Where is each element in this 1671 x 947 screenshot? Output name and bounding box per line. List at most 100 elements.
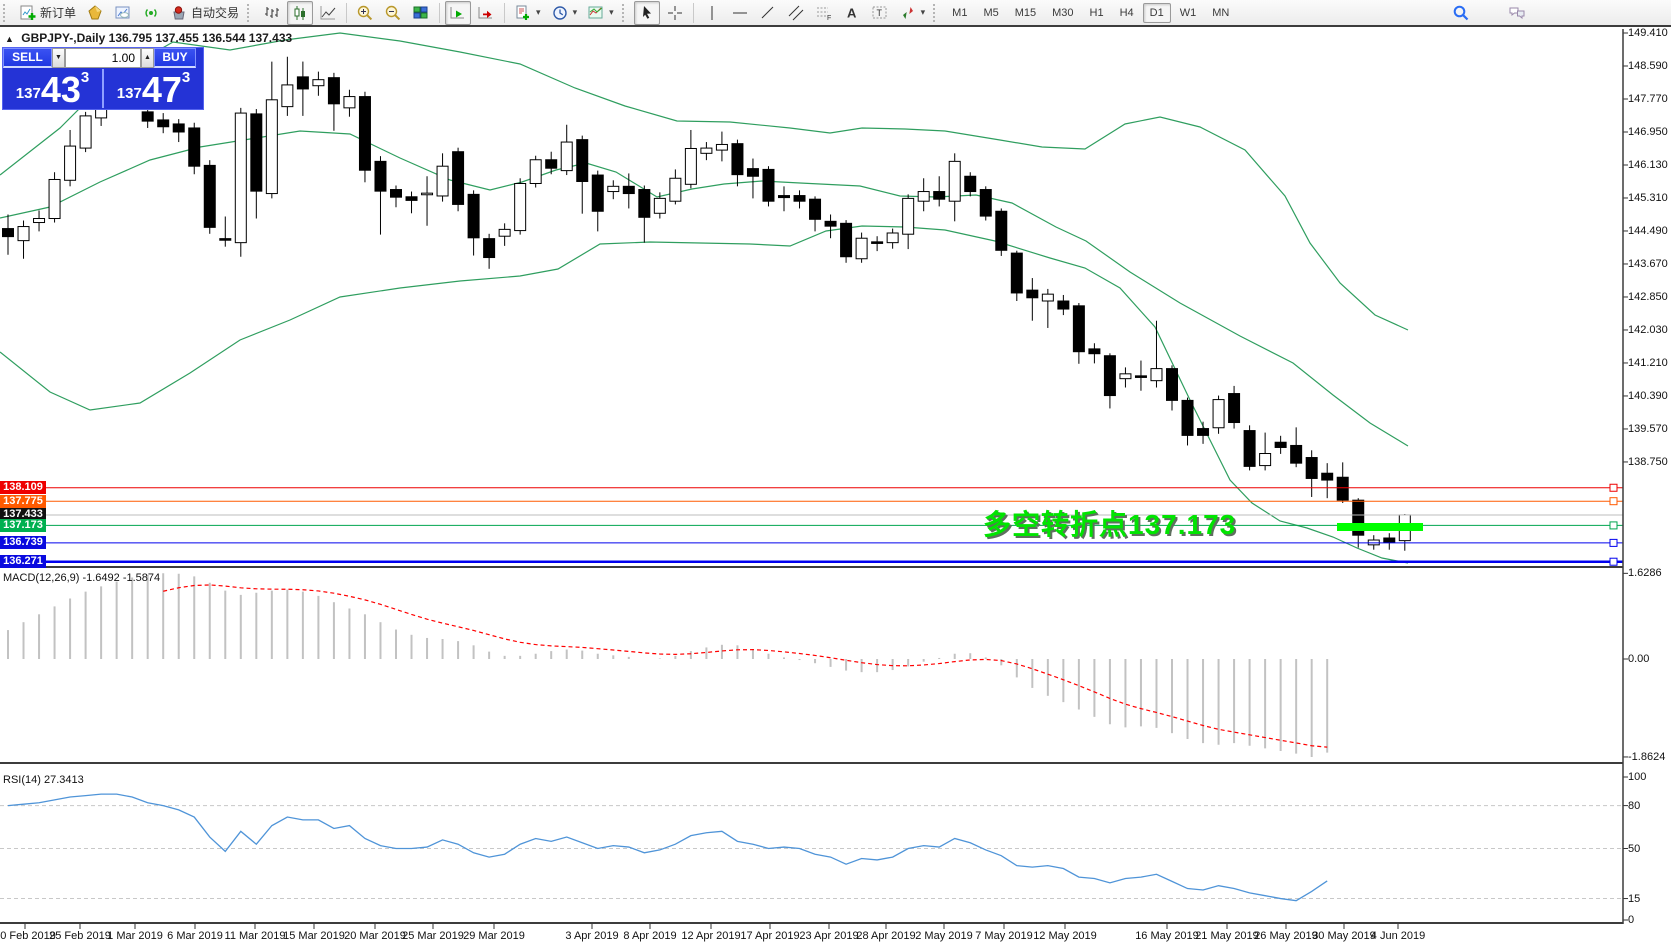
tile-windows-button[interactable] xyxy=(408,1,434,25)
timeframe-m15-button[interactable]: M15 xyxy=(1014,6,1037,19)
timeframe-h1-button[interactable]: H1 xyxy=(1089,6,1104,19)
text-tool-button[interactable]: A xyxy=(839,1,865,25)
sell-price-big: 43 xyxy=(40,69,81,110)
toolbar: 新订单 自动交易 ▾ ▾ ▾ F A T ▾ M1 M5 M15 M30 H1 H4 D1 W1 MN xyxy=(0,0,1671,27)
zoom-out-icon xyxy=(385,5,401,20)
buy-price-sup: 3 xyxy=(181,69,191,86)
fibonacci-tool-button[interactable]: F xyxy=(811,1,837,25)
buy-price-big: 47 xyxy=(141,69,182,110)
candlestick-mode-button[interactable] xyxy=(287,0,314,25)
cursor-icon xyxy=(642,5,651,19)
toolbar-button-label: 新订单 xyxy=(40,6,77,20)
timeframe-m30-button[interactable]: M30 xyxy=(1052,6,1074,19)
toolbar-gripper xyxy=(3,3,10,22)
macd-indicator-label: MACD(12,26,9) -1.6492 -1.5874 xyxy=(3,572,161,584)
chevron-down-icon: ▾ xyxy=(536,7,541,17)
line-chart-icon xyxy=(320,5,336,19)
panel-divider xyxy=(102,69,104,108)
sell-price-sup: 3 xyxy=(80,69,90,86)
channel-icon xyxy=(788,5,803,20)
zoom-out-button[interactable] xyxy=(380,1,406,25)
collapse-panel-icon[interactable]: ▲ xyxy=(5,34,14,44)
volume-decrease-button[interactable]: ▼ xyxy=(52,48,65,68)
toolbar-separator xyxy=(504,2,506,23)
timeframe-w1-button[interactable]: W1 xyxy=(1179,6,1197,19)
volume-increase-button[interactable]: ▲ xyxy=(141,48,154,68)
crosshair-tool-button[interactable] xyxy=(662,1,688,25)
market-watch-button[interactable] xyxy=(82,1,108,25)
sell-price[interactable]: 137 43 3 xyxy=(3,68,102,109)
chart-shift-icon xyxy=(478,6,493,18)
text-label-tool-button[interactable]: T xyxy=(867,1,893,25)
arrows-icon xyxy=(902,6,913,19)
trendline-tool-button[interactable] xyxy=(755,1,781,25)
annotation-text: 多空转折点137.173 xyxy=(983,509,1237,540)
sell-button[interactable]: SELL xyxy=(3,48,52,68)
tile-windows-icon xyxy=(413,6,428,18)
indicators-button[interactable]: ▾ xyxy=(510,1,545,25)
crosshair-icon xyxy=(667,5,682,20)
periods-button[interactable]: ▾ xyxy=(547,1,582,25)
periods-icon xyxy=(552,5,567,20)
chart-title: ▲ GBPJPY-,Daily 136.795 137.455 136.544 … xyxy=(5,31,292,45)
svg-text:F: F xyxy=(827,15,831,22)
search-button[interactable] xyxy=(1448,1,1474,25)
search-icon xyxy=(1453,5,1469,20)
trendline-icon xyxy=(761,6,773,18)
chevron-down-icon: ▾ xyxy=(572,7,578,17)
signal-icon xyxy=(145,8,157,17)
svg-text:T: T xyxy=(876,8,882,18)
vertical-line-tool-button[interactable] xyxy=(699,1,725,25)
chart-symbol-period: GBPJPY-,Daily xyxy=(21,31,106,45)
bar-chart-mode-button[interactable] xyxy=(259,1,285,25)
bar-chart-icon xyxy=(265,6,280,18)
chevron-down-icon: ▾ xyxy=(609,7,614,17)
auto-trading-icon xyxy=(173,5,185,19)
zoom-in-icon xyxy=(357,5,373,20)
templates-icon xyxy=(588,6,603,18)
timeframe-m5-button[interactable]: M5 xyxy=(983,6,999,19)
chart-cloud-button[interactable] xyxy=(110,1,136,25)
new-order-button[interactable]: 新订单 xyxy=(15,1,80,25)
buy-price-prefix: 137 xyxy=(116,85,142,102)
auto-trading-button[interactable]: 自动交易 xyxy=(166,1,243,25)
candlestick-icon xyxy=(294,5,306,20)
text-label-icon: T xyxy=(872,6,887,18)
timeframe-h4-button[interactable]: H4 xyxy=(1119,6,1134,19)
chart-shift-button[interactable] xyxy=(473,1,499,25)
timeframe-mn-button[interactable]: MN xyxy=(1212,6,1230,19)
templates-button[interactable]: ▾ xyxy=(583,1,618,25)
buy-button[interactable]: BUY xyxy=(154,48,196,68)
line-chart-mode-button[interactable] xyxy=(315,1,341,25)
auto-scroll-button[interactable] xyxy=(445,0,472,25)
auto-scroll-icon xyxy=(450,6,465,18)
chevron-down-icon: ▾ xyxy=(920,7,926,17)
vertical-line-icon xyxy=(711,5,713,20)
rsi-indicator-label: RSI(14) 27.3413 xyxy=(3,774,84,786)
toolbar-separator xyxy=(439,2,441,23)
horizontal-line-icon xyxy=(732,12,747,13)
equidistant-channel-tool-button[interactable] xyxy=(783,1,809,25)
toolbar-gripper xyxy=(621,3,629,22)
toolbar-separator xyxy=(692,2,694,23)
indicators-icon xyxy=(516,5,530,20)
zoom-in-button[interactable] xyxy=(352,1,378,25)
text-icon: A xyxy=(847,5,857,20)
horizontal-line-tool-button[interactable] xyxy=(727,1,753,25)
chat-button[interactable] xyxy=(1504,1,1530,25)
toolbar-gripper xyxy=(933,3,940,22)
cursor-tool-button[interactable] xyxy=(633,0,660,25)
arrows-tool-button[interactable]: ▾ xyxy=(895,1,930,25)
signals-button[interactable] xyxy=(138,1,164,25)
toolbar-gripper xyxy=(247,3,254,22)
toolbar-separator xyxy=(346,2,348,23)
volume-input[interactable] xyxy=(65,48,141,68)
chart-ohlc-values: 136.795 137.455 136.544 137.433 xyxy=(108,31,293,45)
timeframe-m1-button[interactable]: M1 xyxy=(952,6,968,19)
toolbar-button-label: 自动交易 xyxy=(191,6,240,20)
timeframe-d1-button[interactable]: D1 xyxy=(1142,2,1171,23)
buy-price[interactable]: 137 47 3 xyxy=(104,68,203,109)
